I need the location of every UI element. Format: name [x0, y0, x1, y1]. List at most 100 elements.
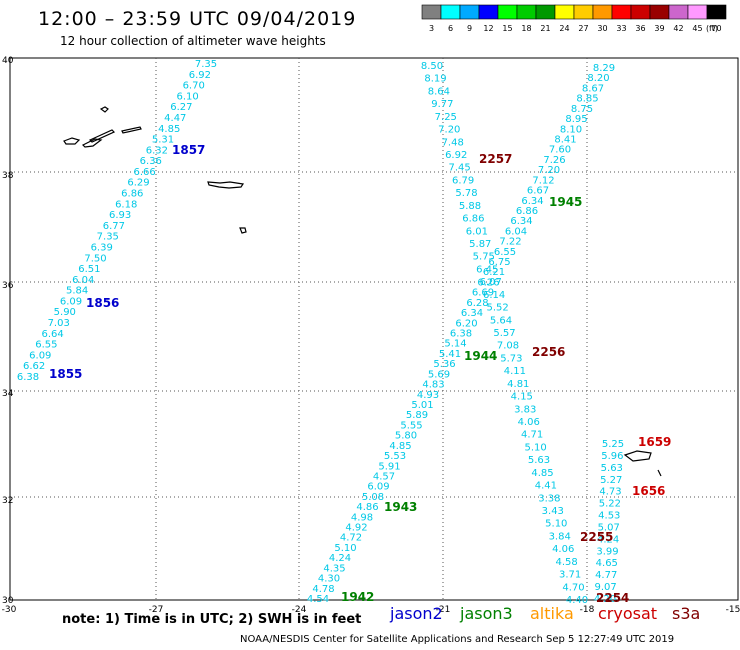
swh-value: 4.24 [597, 534, 619, 545]
swh-value: 4.30 [318, 574, 340, 585]
footer-credit: NOAA/NESDIS Center for Satellite Applica… [240, 634, 675, 645]
swh-value: 4.71 [521, 430, 543, 441]
swh-value: 8.19 [424, 74, 446, 85]
swh-value: 4.20 [594, 594, 616, 605]
swh-value: 8.50 [421, 61, 443, 72]
swh-value: 5.75 [473, 252, 495, 263]
swh-value: 6.39 [91, 243, 113, 254]
swh-value: 5.89 [406, 410, 428, 421]
lon-label: -24 [292, 605, 307, 615]
swh-value: 5.88 [459, 201, 481, 212]
lat-label: 34 [2, 389, 14, 399]
swh-value: 4.92 [345, 523, 367, 534]
swh-value: 5.52 [486, 303, 508, 314]
swh-value: 4.40 [566, 595, 588, 606]
colorbar-swatch [516, 4, 537, 20]
swh-value: 7.35 [97, 232, 119, 243]
swh-value: 8.10 [560, 124, 582, 135]
colorbar-swatch [592, 4, 613, 20]
swh-value: 6.38 [17, 372, 39, 383]
swh-value: 4.06 [552, 544, 574, 555]
colorbar-label: 24 [559, 24, 569, 33]
colorbar-label: 39 [654, 24, 664, 33]
swh-value: 6.14 [483, 290, 505, 301]
swh-value: 4.85 [531, 468, 553, 479]
swh-tracks: 7.356.926.706.106.274.474.855.316.326.36… [17, 59, 624, 606]
swh-value: 5.25 [602, 439, 624, 450]
swh-value: 6.64 [41, 329, 63, 340]
pass-time-label: 1943 [384, 500, 417, 514]
swh-value: 5.36 [433, 359, 455, 370]
colorbar: 3 6 9 12 15 18 21 24 27 30 33 36 39 42 45 70(ft) [421, 4, 727, 33]
colorbar-swatch [668, 4, 689, 20]
swh-value: 6.38 [450, 329, 472, 340]
swh-value: 4.85 [158, 124, 180, 135]
swh-value: 7.08 [497, 341, 519, 352]
colorbar-swatch [611, 4, 632, 20]
swh-value: 6.09 [29, 350, 51, 361]
swh-value: 4.54 [307, 594, 329, 605]
swh-value: 9.07 [594, 582, 616, 593]
swh-value: 3.71 [559, 570, 581, 581]
swh-value: 4.53 [598, 511, 620, 522]
swh-value: 6.34 [521, 196, 543, 207]
swh-value: 6.07 [480, 277, 502, 288]
swh-value: 6.04 [505, 226, 527, 237]
swh-value: 6.69 [472, 288, 494, 299]
swh-value: 4.06 [518, 417, 540, 428]
swh-value: 6.86 [516, 206, 538, 217]
pass-time-label: 1942 [341, 590, 374, 604]
island-madeira [623, 450, 652, 462]
colorbar-label: 70 [711, 24, 721, 33]
colorbar-label: 15 [502, 24, 512, 33]
colorbar-swatch [535, 4, 556, 20]
swh-value: 5.01 [411, 400, 433, 411]
colorbar-label: 42 [673, 24, 683, 33]
swh-value: 7.25 [435, 112, 457, 123]
island-flores [99, 106, 109, 113]
swh-value: 3.38 [538, 493, 560, 504]
swh-value: 5.08 [362, 492, 384, 503]
swh-value: 7.03 [48, 318, 70, 329]
swh-value: 5.55 [400, 420, 422, 431]
swh-value: 4.93 [417, 390, 439, 401]
colorbar-swatch [687, 4, 708, 20]
swh-value: 7.60 [549, 145, 571, 156]
swh-value: 6.62 [23, 361, 45, 372]
colorbar-swatch [706, 4, 727, 20]
swh-value: 8.75 [571, 104, 593, 115]
colorbar-unit: (ft) [706, 24, 718, 33]
swh-value: 7.50 [84, 253, 106, 264]
colorbar-label: 33 [616, 24, 626, 33]
swh-value: 6.79 [452, 175, 474, 186]
swh-value: 5.64 [490, 315, 512, 326]
colorbar-swatch [554, 4, 575, 20]
swh-value: 8.85 [576, 94, 598, 105]
swh-value: 6.93 [109, 210, 131, 221]
swh-value: 5.27 [600, 475, 622, 486]
swh-value: 5.84 [66, 286, 88, 297]
pass-time-label: 1945 [549, 195, 582, 209]
swh-value: 6.34 [461, 308, 483, 319]
pass-time-label: 1659 [638, 435, 671, 449]
island-porto-santo [657, 469, 662, 477]
swh-value: 4.35 [323, 563, 345, 574]
swh-value: 5.63 [528, 455, 550, 466]
swh-value: 5.80 [395, 431, 417, 442]
swh-value: 7.26 [543, 155, 565, 166]
swh-value: 5.22 [599, 499, 621, 510]
swh-value: 6.51 [78, 264, 100, 275]
swh-value: 3.99 [596, 546, 618, 557]
swh-value: 4.86 [356, 502, 378, 513]
swh-value: 5.14 [444, 339, 466, 350]
swh-value: 5.73 [500, 353, 522, 364]
swh-value: 6.45 [476, 264, 498, 275]
swh-value: 6.55 [494, 247, 516, 258]
pass-time-label: 2255 [580, 530, 613, 544]
swh-value: 9.77 [431, 99, 453, 110]
colorbar-swatch [478, 4, 499, 20]
swh-value: 6.09 [367, 482, 389, 493]
swh-value: 4.83 [422, 380, 444, 391]
lat-label: 38 [2, 171, 14, 181]
swh-value: 6.34 [510, 216, 532, 227]
